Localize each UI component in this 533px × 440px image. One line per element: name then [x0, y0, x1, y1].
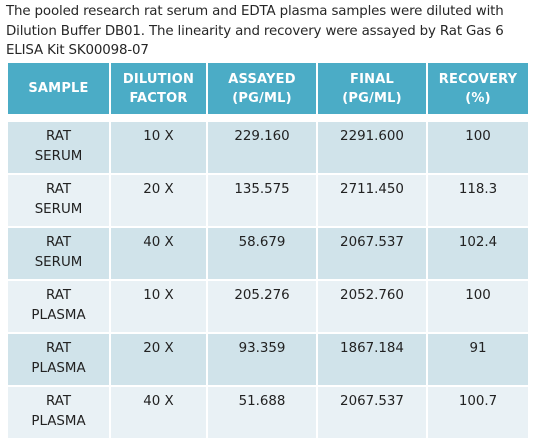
sample-line-1: RAT: [45, 288, 72, 303]
cell-recovery: 100: [428, 122, 528, 173]
sample-line-1: RAT: [45, 235, 72, 250]
cell-dilution: 20 X: [111, 334, 206, 385]
cell-dilution: 40 X: [111, 228, 206, 279]
cell-sample: RAT SERUM: [8, 122, 109, 173]
cell-final: 1867.184: [318, 334, 426, 385]
header-sample-line-1: SAMPLE: [28, 81, 89, 96]
cell-assayed: 135.575: [208, 175, 316, 226]
cell-recovery: 100: [428, 281, 528, 332]
sample-line-2: SERUM: [34, 149, 83, 164]
header-dilution-factor: DILUTION FACTOR: [111, 63, 206, 114]
cell-sample: RAT PLASMA: [8, 387, 109, 438]
header-recovery: RECOVERY (%): [428, 63, 528, 114]
cell-assayed: 229.160: [208, 122, 316, 173]
cell-assayed: 93.359: [208, 334, 316, 385]
cell-recovery: 102.4: [428, 228, 528, 279]
header-recovery-line-1: RECOVERY: [438, 71, 518, 87]
header-final-line-2: (PG/ML): [342, 90, 402, 106]
cell-assayed: 58.679: [208, 228, 316, 279]
header-recovery-line-2: (%): [465, 90, 491, 106]
linearity-recovery-table: SAMPLE DILUTION FACTOR ASSAYED (PG/ML) F…: [6, 61, 530, 440]
cell-assayed: 205.276: [208, 281, 316, 332]
header-dilution-line-1: DILUTION: [122, 71, 195, 87]
sample-line-2: PLASMA: [31, 308, 86, 323]
table-row: RAT PLASMA 10 X 205.276 2052.760 100: [8, 281, 528, 332]
header-dilution-line-2: FACTOR: [129, 90, 188, 106]
table-row: RAT PLASMA 40 X 51.688 2067.537 100.7: [8, 387, 528, 438]
cell-final: 2711.450: [318, 175, 426, 226]
cell-sample: RAT PLASMA: [8, 281, 109, 332]
sample-line-2: PLASMA: [31, 414, 86, 429]
cell-recovery: 118.3: [428, 175, 528, 226]
sample-line-1: RAT: [45, 129, 72, 144]
sample-line-2: SERUM: [34, 255, 83, 270]
cell-dilution: 20 X: [111, 175, 206, 226]
cell-final: 2067.537: [318, 387, 426, 438]
sample-line-2: PLASMA: [31, 361, 86, 376]
cell-recovery: 100.7: [428, 387, 528, 438]
header-final: FINAL (PG/ML): [318, 63, 426, 114]
header-assayed-line-1: ASSAYED: [228, 71, 296, 87]
cell-sample: RAT SERUM: [8, 228, 109, 279]
sample-line-1: RAT: [45, 182, 72, 197]
cell-sample: RAT PLASMA: [8, 334, 109, 385]
sample-line-2: SERUM: [34, 202, 83, 217]
cell-dilution: 10 X: [111, 281, 206, 332]
header-final-line-1: FINAL: [350, 71, 394, 87]
table-row: RAT SERUM 20 X 135.575 2711.450 118.3: [8, 175, 528, 226]
cell-final: 2067.537: [318, 228, 426, 279]
cell-dilution: 10 X: [111, 122, 206, 173]
header-assayed: ASSAYED (PG/ML): [208, 63, 316, 114]
table-row: RAT PLASMA 20 X 93.359 1867.184 91: [8, 334, 528, 385]
table-row: RAT SERUM 10 X 229.160 2291.600 100: [8, 122, 528, 173]
header-sample: SAMPLE: [8, 63, 109, 114]
sample-line-1: RAT: [45, 394, 72, 409]
header-spacer: [8, 116, 528, 120]
cell-final: 2052.760: [318, 281, 426, 332]
sample-line-1: RAT: [45, 341, 72, 356]
cell-assayed: 51.688: [208, 387, 316, 438]
cell-sample: RAT SERUM: [8, 175, 109, 226]
cell-final: 2291.600: [318, 122, 426, 173]
cell-dilution: 40 X: [111, 387, 206, 438]
header-assayed-line-2: (PG/ML): [232, 90, 292, 106]
table-header-row: SAMPLE DILUTION FACTOR ASSAYED (PG/ML) F…: [8, 63, 528, 114]
table-row: RAT SERUM 40 X 58.679 2067.537 102.4: [8, 228, 528, 279]
cell-recovery: 91: [428, 334, 528, 385]
intro-paragraph: The pooled research rat serum and EDTA p…: [6, 4, 504, 58]
